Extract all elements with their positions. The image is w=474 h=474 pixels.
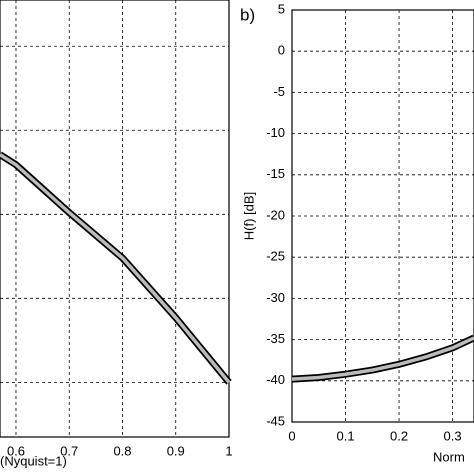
y-tick-label: -20: [266, 207, 285, 222]
line-outline: [291, 334, 474, 383]
x-tick-label: 0.6: [7, 443, 25, 458]
line: [0, 153, 231, 384]
y-tick-label: -45: [266, 413, 285, 428]
y-tick-label: -5: [273, 84, 285, 99]
x-tick-label: 0.8: [113, 443, 131, 458]
line-outline: [0, 151, 232, 385]
panel-label: b): [240, 5, 255, 24]
y-tick-label: -15: [266, 166, 285, 181]
x-axis-label: Norm: [433, 449, 465, 464]
x-tick-label: 0.2: [390, 428, 408, 443]
plot-frame: [0, 0, 230, 438]
x-tick-label: 0.1: [336, 428, 354, 443]
y-tick-label: 0: [278, 43, 285, 58]
line: [291, 336, 474, 381]
y-tick-label: -10: [266, 125, 285, 140]
y-tick-label: 5: [278, 1, 285, 16]
x-tick-label: 0: [288, 428, 295, 443]
x-tick-label: 0.9: [167, 443, 185, 458]
y-tick-label: -40: [266, 372, 285, 387]
x-tick-label: 1: [225, 443, 232, 458]
y-axis-label: H(f) [dB]: [241, 192, 256, 240]
y-tick-label: -35: [266, 331, 285, 346]
y-tick-label: -25: [266, 249, 285, 264]
x-tick-label: 0.7: [60, 443, 78, 458]
plot-frame: [291, 9, 474, 423]
x-tick-label: 0.3: [444, 428, 462, 443]
x-axis-label: (Nyquist=1): [0, 453, 67, 468]
y-tick-label: -30: [266, 290, 285, 305]
